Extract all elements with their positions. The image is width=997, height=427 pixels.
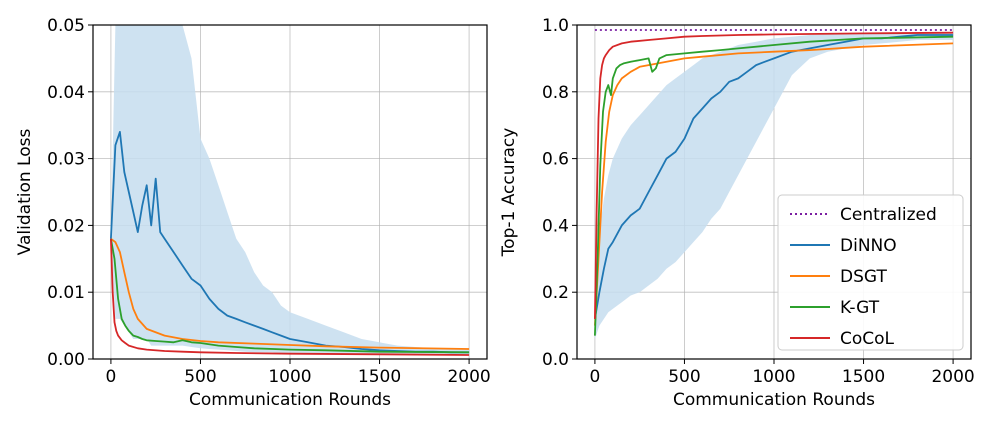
series-line-dsgt [594, 42, 954, 326]
x-tick-label: 500 [184, 367, 216, 387]
series-line-dinno [110, 130, 470, 354]
x-tick-label: 1500 [358, 367, 401, 387]
legend-label-centralized: Centralized [840, 205, 937, 225]
series-line-cocol [110, 238, 470, 356]
y-tick-label: 0.6 [542, 150, 569, 170]
y-tick-label: 0.4 [542, 216, 569, 236]
chart-left: 0 500 1000 1500 2000 0.00 0.01 0.02 0.03 0.04 0.05… [15, 16, 491, 410]
x-axis-label: Communication Rounds [189, 390, 391, 410]
x-tick-label: 1000 [268, 367, 311, 387]
x-tick-label: 2000 [447, 367, 490, 387]
legend: Centralized DiNNO DSGT K-GT CoCoL [777, 194, 964, 351]
x-axis-label: Communication Rounds [673, 390, 875, 410]
y-tick-label: 0.04 [47, 83, 85, 103]
x-tick-label: 2000 [931, 367, 974, 387]
y-axis: 0.00 0.01 0.02 0.03 0.04 0.05 [47, 16, 93, 370]
legend-label-dinno: DiNNO [840, 236, 897, 256]
x-axis: 0 500 1000 1500 2000 [589, 359, 975, 387]
series-line-cocol [594, 31, 954, 319]
y-axis-label: Validation Loss [15, 129, 35, 256]
series-line-k-gt [110, 238, 470, 354]
x-tick-label: 0 [589, 367, 600, 387]
series-line-k-gt [594, 35, 954, 336]
y-tick-label: 1.0 [542, 16, 569, 36]
legend-label-dsgt: DSGT [840, 267, 887, 287]
plot-area [594, 29, 954, 340]
x-tick-label: 500 [668, 367, 700, 387]
y-axis-label: Top-1 Accuracy [499, 128, 519, 258]
x-tick-label: 0 [105, 367, 116, 387]
band-dinno [110, 25, 470, 355]
y-tick-label: 0.8 [542, 83, 569, 103]
y-tick-label: 0.00 [47, 350, 85, 370]
y-tick-label: 0.03 [47, 150, 85, 170]
y-tick-label: 0.02 [47, 216, 85, 236]
series-line-dsgt [110, 238, 470, 350]
y-tick-label: 0.05 [47, 16, 85, 36]
y-tick-label: 0.01 [47, 283, 85, 303]
x-axis: 0 500 1000 1500 2000 [105, 359, 491, 387]
chart-right: 0 500 1000 1500 2000 0.0 0.2 0.4 0.6 0.8 1.0 Commun… [499, 16, 975, 410]
legend-label-k-gt: K-GT [840, 298, 880, 318]
y-axis: 0.0 0.2 0.4 0.6 0.8 1.0 [542, 16, 577, 370]
y-tick-label: 0.2 [542, 283, 569, 303]
legend-label-cocol: CoCoL [840, 329, 895, 349]
band-dinno [594, 33, 954, 340]
legend-box [777, 194, 964, 351]
x-tick-label: 1500 [842, 367, 885, 387]
plot-area [110, 25, 470, 356]
x-tick-label: 1000 [752, 367, 795, 387]
y-tick-label: 0.0 [542, 350, 569, 370]
